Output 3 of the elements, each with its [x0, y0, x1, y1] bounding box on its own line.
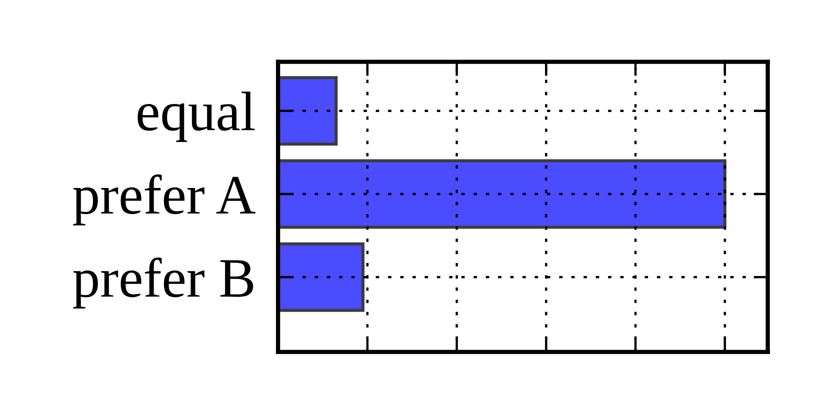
y-tick-label: prefer A	[73, 174, 256, 226]
y-tick-label: prefer B	[73, 258, 254, 308]
y-tick-label: equal	[138, 92, 255, 142]
